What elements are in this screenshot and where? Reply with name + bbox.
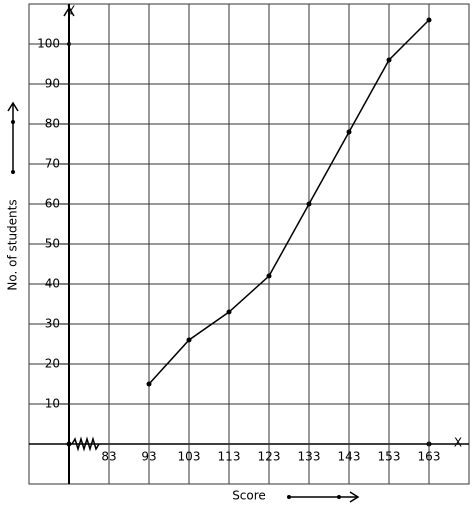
y-tick-label: 60 bbox=[45, 197, 60, 211]
x-tick-label: 163 bbox=[418, 450, 441, 464]
point bbox=[146, 381, 152, 387]
point bbox=[186, 337, 192, 343]
y-tick-label: 40 bbox=[45, 277, 60, 291]
y-tick-label: 100 bbox=[37, 37, 60, 51]
point bbox=[306, 201, 312, 207]
point bbox=[386, 57, 392, 63]
x-axis-name: X bbox=[454, 436, 462, 450]
y-arrow bbox=[63, 6, 75, 17]
y-tick-label: 70 bbox=[45, 157, 60, 171]
y-tick-label: 90 bbox=[45, 77, 60, 91]
point bbox=[426, 17, 432, 23]
x-tick-label: 113 bbox=[218, 450, 241, 464]
x-tick-label: 83 bbox=[101, 450, 116, 464]
x-tick-label: 103 bbox=[178, 450, 201, 464]
y-tick-label: 80 bbox=[45, 117, 60, 131]
point bbox=[346, 129, 352, 135]
x-tick-label: 133 bbox=[298, 450, 321, 464]
x-tick-label: 153 bbox=[378, 450, 401, 464]
y-tick-label: 50 bbox=[45, 237, 60, 251]
x-tick-label: 123 bbox=[258, 450, 281, 464]
x-axis-label: Score bbox=[232, 489, 266, 503]
origin-dot bbox=[66, 441, 72, 447]
y-axis-label: No. of students bbox=[6, 199, 20, 290]
y-tick-label: 10 bbox=[45, 397, 60, 411]
x-tick-label: 93 bbox=[141, 450, 156, 464]
y-tick-label: 20 bbox=[45, 357, 60, 371]
point bbox=[266, 273, 272, 279]
label-arrow-dots bbox=[11, 120, 341, 499]
point bbox=[226, 309, 232, 315]
x-tick-label: 143 bbox=[338, 450, 361, 464]
line bbox=[148, 19, 430, 385]
y-axis-name: Y bbox=[66, 4, 75, 18]
label-arrows bbox=[7, 101, 360, 503]
axis-break bbox=[71, 436, 100, 452]
y-tick-label: 30 bbox=[45, 317, 60, 331]
